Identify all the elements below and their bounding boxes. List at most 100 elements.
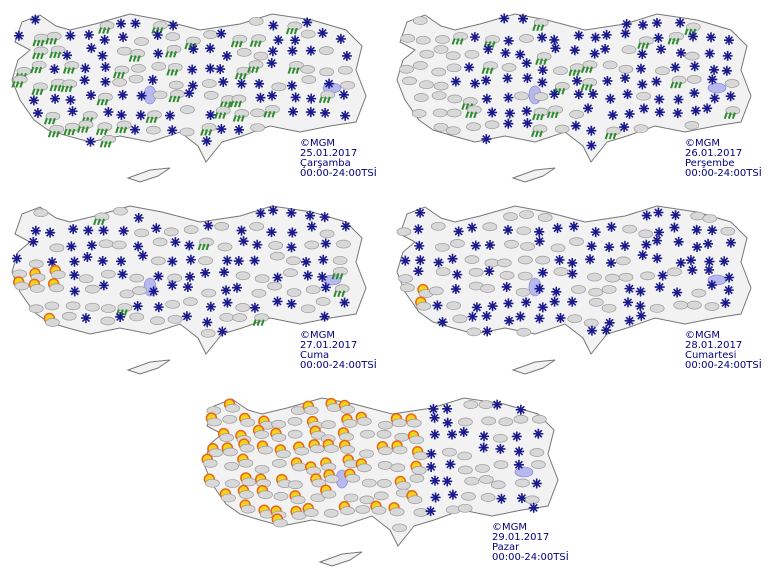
weather-icon [568,221,579,232]
snow [637,19,648,30]
snow [430,492,441,503]
rain [95,128,108,136]
snow [236,78,247,89]
weather-icon [290,505,307,520]
weather-icon [532,107,549,121]
snow [469,32,480,43]
snow [97,255,108,266]
cloud [447,94,463,104]
weather-icon [398,274,413,283]
snow [50,93,61,104]
weather-icon [111,240,127,250]
snow [249,302,260,313]
weather-icon [205,63,216,74]
cloud [49,243,65,253]
snow [133,241,144,252]
weather-icon [378,420,393,430]
cloud [203,91,219,100]
weather-icon [115,18,126,29]
weather-icon [622,224,637,234]
caption-copyright: ©MGM [300,330,335,341]
weather-icon [531,124,548,138]
caption-time: 00:00-24:00TSİ [685,358,762,371]
weather-icon [201,288,217,298]
snow [115,18,126,29]
weather-icon [302,502,319,517]
weather-icon [318,90,336,104]
snow [522,118,533,129]
cloud [129,312,145,322]
weather-icon [515,404,526,415]
cloud [271,419,286,429]
snow [167,125,178,136]
weather-icon [447,489,458,500]
weather-icon [429,429,440,440]
weather-icon [249,34,267,48]
weather-icon [549,296,560,307]
cloud [113,206,128,216]
cloud [254,430,269,439]
weather-icon [601,325,612,336]
weather-icon [320,484,337,499]
snow [685,255,696,266]
weather-icon [201,453,218,468]
weather-icon [396,227,412,237]
snow [98,280,109,291]
cloud [582,77,598,87]
weather-icon [554,124,570,134]
weather-icon [65,30,76,41]
snow [317,271,328,282]
rain [451,38,464,45]
cloud [621,45,637,55]
snow [268,20,279,31]
weather-icon [604,242,615,253]
weather-icon [170,237,181,248]
snow [670,62,681,73]
cloud [97,122,113,132]
rain [546,111,559,119]
weather-icon [249,255,260,266]
weather-icon [217,326,228,337]
cloud [117,46,132,56]
snow [103,107,114,118]
weather-icon [310,473,327,488]
weather-icon [652,253,663,264]
cloud [464,49,480,59]
cloud [377,479,392,488]
weather-icon [167,315,183,324]
weather-icon [288,106,299,117]
cloud [340,506,355,516]
weather-icon [482,326,493,337]
weather-icon [569,237,584,246]
cloud [378,420,393,430]
snow [500,47,511,58]
weather-icon [232,282,243,293]
weather-icon [667,31,684,45]
snow [514,446,525,457]
cloud [183,225,199,235]
snow [484,266,495,277]
snow [340,110,351,121]
snow [137,250,148,261]
cloud [704,302,720,312]
rain [667,38,680,45]
snow [62,50,73,61]
snow [117,269,128,280]
cloud [207,417,222,427]
cloud [290,495,306,505]
weather-icon [725,91,736,102]
snow [83,29,94,40]
weather-icon [704,48,715,59]
weather-icon [442,447,457,457]
snow [168,20,179,31]
weather-icon [247,60,264,73]
cloud [413,451,429,461]
weather-icon [585,254,596,265]
weather-icon [706,32,717,43]
snow [218,76,229,87]
weather-icon [224,461,239,471]
snow [515,404,526,415]
snow [203,220,214,231]
cloud [373,491,389,501]
